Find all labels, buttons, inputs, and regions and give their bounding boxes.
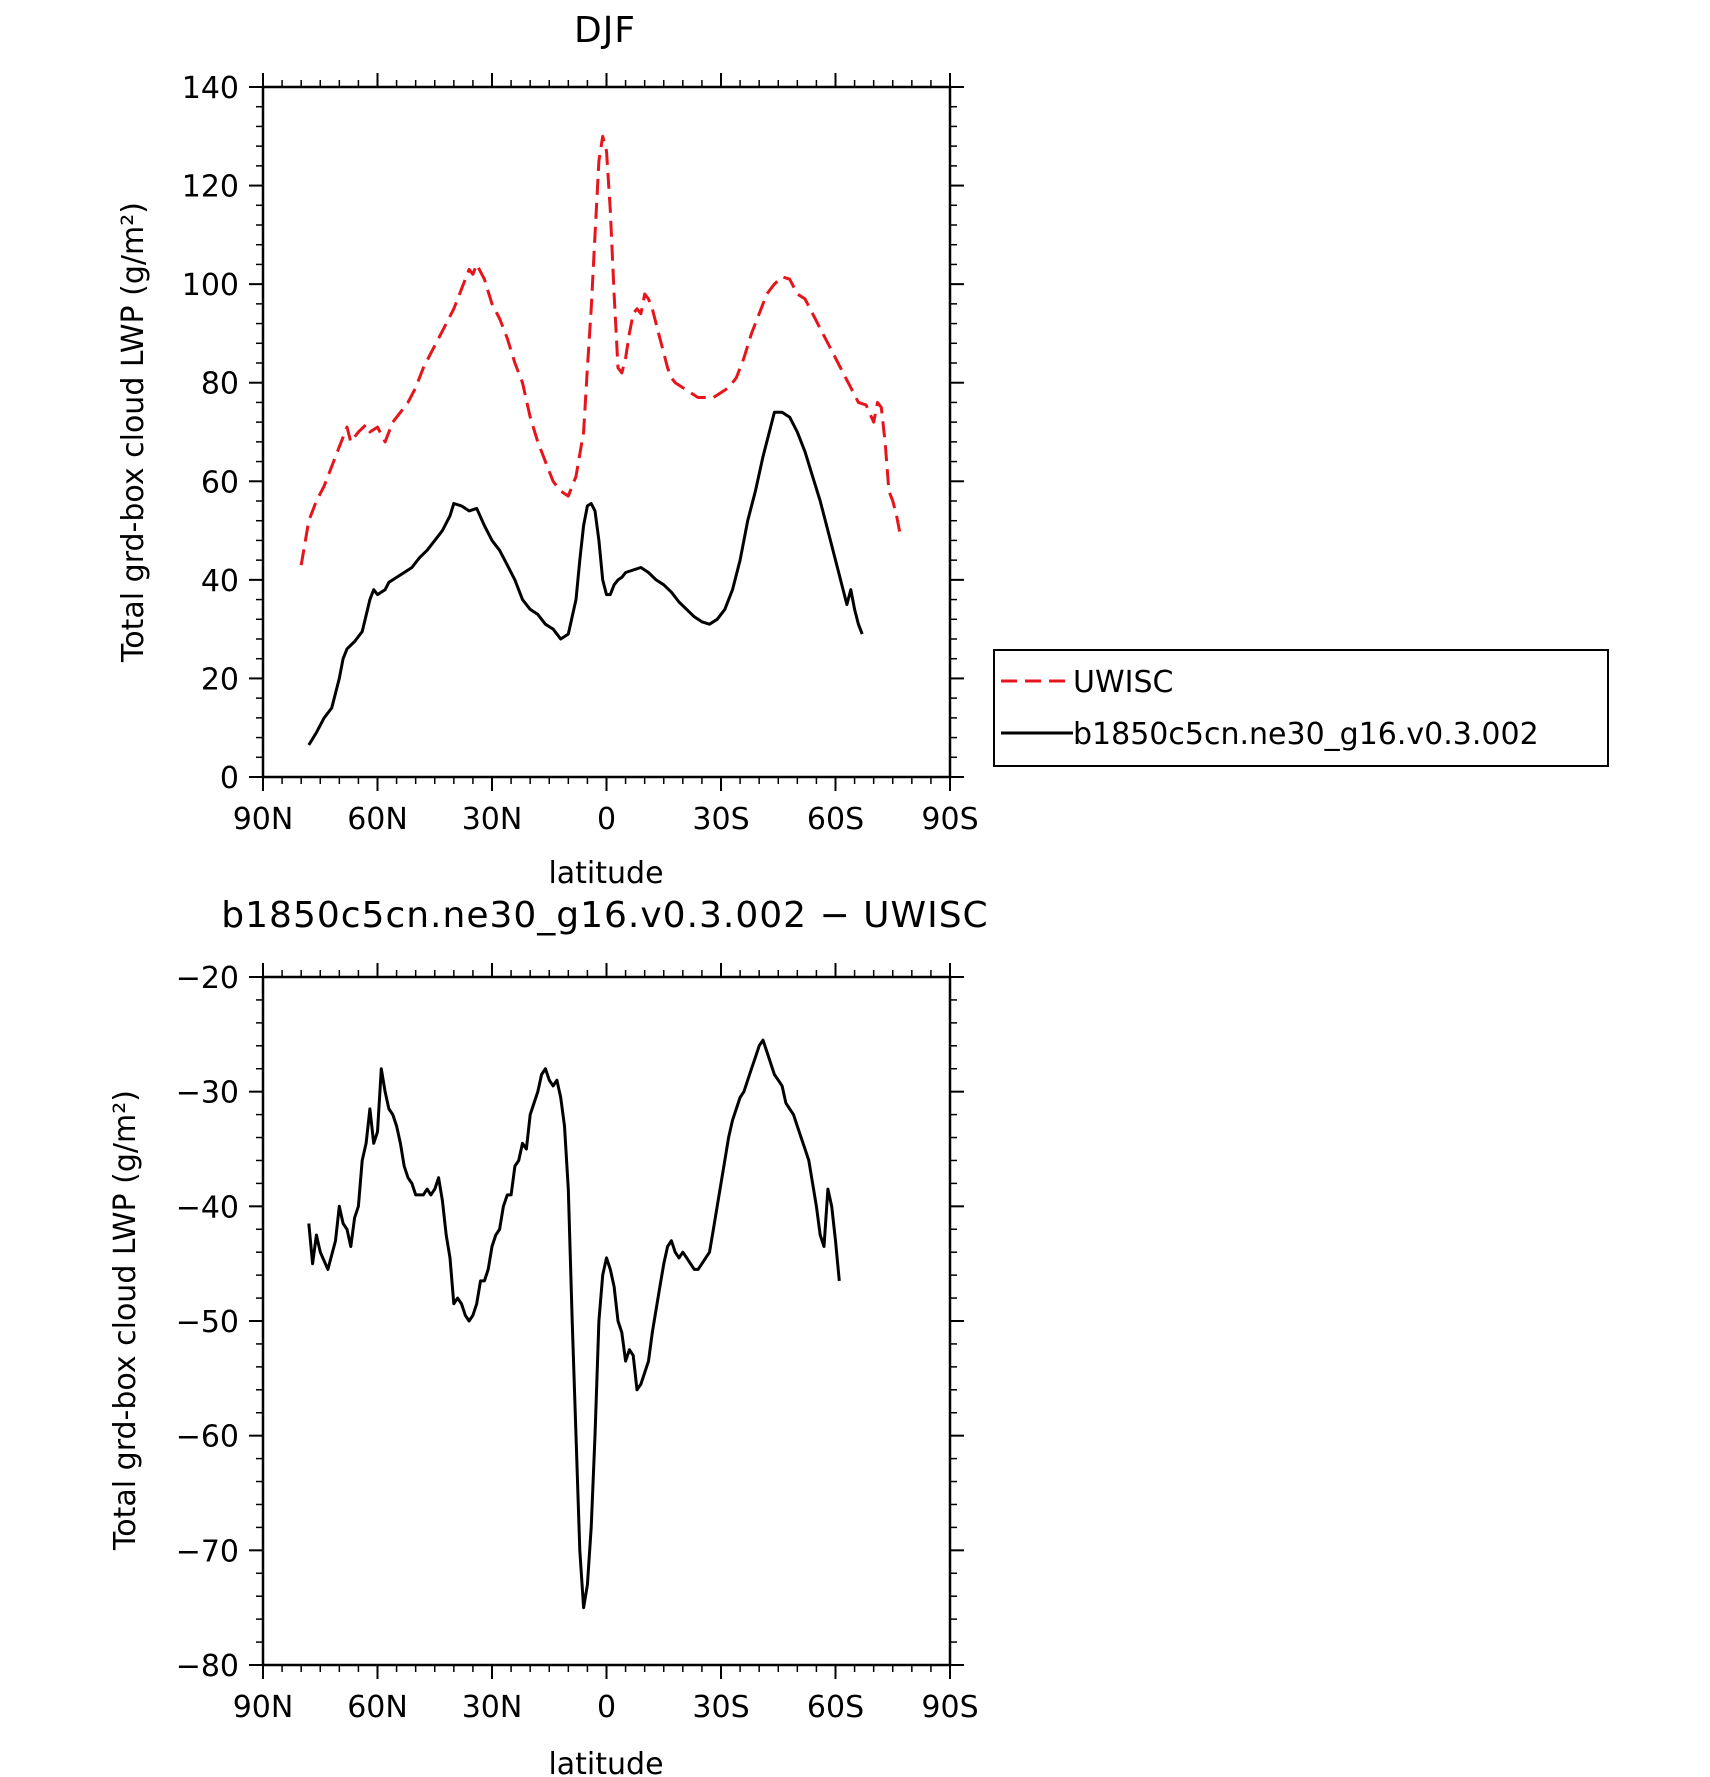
bottom-x-tick-label: 90N: [233, 1690, 294, 1725]
top-axis-ticks: 90N 60N 30N 0 30S 60S 90S 0 20 40 60 80 100 120 140: [182, 71, 979, 837]
top-y-tick-label: 120: [182, 170, 239, 205]
bottom-chart-title: b1850c5cn.ne30_g16.v0.3.002 − UWISC: [221, 895, 988, 936]
top-x-tick-label: 60N: [347, 802, 408, 837]
bottom-y-tick-label: −60: [176, 1420, 239, 1455]
bottom-chart: b1850c5cn.ne30_g16.v0.3.002 − UWISC 90N 6…: [108, 895, 988, 1777]
bottom-y-tick-label: −20: [176, 961, 239, 996]
top-x-tick-label: 90N: [233, 802, 294, 837]
top-plot-frame: [261, 85, 952, 779]
top-x-tick-label: 30S: [692, 802, 749, 837]
top-y-tick-label: 0: [220, 761, 239, 796]
bottom-x-axis-label: latitude: [548, 1747, 663, 1777]
top-y-tick-label: 60: [201, 465, 239, 500]
bottom-x-tick-label: 60S: [807, 1690, 864, 1725]
top-y-tick-label: 100: [182, 268, 239, 303]
bottom-series-group: [307, 1038, 841, 1610]
bottom-y-tick-label: −30: [176, 1076, 239, 1111]
bottom-y-tick-label: −70: [176, 1534, 239, 1569]
bottom-x-tick-label: 0: [597, 1690, 616, 1725]
top-series-line-0: [299, 134, 902, 566]
legend-label-model: b1850c5cn.ne30_g16.v0.3.002: [1073, 717, 1539, 752]
top-chart: DJF 90N 60N 30N 0 30S 60S 90S 0 20 40 60 80 100 120 14…: [116, 10, 979, 891]
top-x-tick-label: 60S: [807, 802, 864, 837]
bottom-y-tick-label: −80: [176, 1649, 239, 1684]
top-series-line-1: [307, 410, 864, 746]
top-y-axis-label: Total grd-box cloud LWP (g/m²): [116, 202, 151, 663]
legend-label-uwisc: UWISC: [1073, 665, 1173, 700]
top-series-group: [299, 134, 902, 746]
legend-box: [993, 649, 1609, 767]
top-chart-title: DJF: [574, 10, 636, 51]
bottom-y-tick-label: −50: [176, 1305, 239, 1340]
top-x-axis-label: latitude: [548, 856, 663, 891]
bottom-plot-frame: [261, 975, 952, 1667]
bottom-series-line-0: [307, 1038, 841, 1610]
bottom-x-tick-label: 90S: [921, 1690, 978, 1725]
top-y-tick-label: 40: [201, 564, 239, 599]
bottom-x-tick-label: 30N: [462, 1690, 523, 1725]
bottom-y-axis-label: Total grd-box cloud LWP (g/m²): [108, 1090, 143, 1551]
top-y-tick-label: 80: [201, 367, 239, 402]
bottom-axis-ticks: 90N 60N 30N 0 30S 60S 90S −80 −70 −60 −50 −40 −30 −20: [176, 961, 979, 1725]
bottom-y-tick-label: −40: [176, 1190, 239, 1225]
bottom-x-tick-label: 30S: [692, 1690, 749, 1725]
top-y-tick-label: 140: [182, 71, 239, 106]
top-x-tick-label: 0: [597, 802, 616, 837]
top-x-tick-label: 90S: [921, 802, 978, 837]
top-x-tick-label: 30N: [462, 802, 523, 837]
top-y-tick-label: 20: [201, 662, 239, 697]
bottom-x-tick-label: 60N: [347, 1690, 408, 1725]
legend: UWISC b1850c5cn.ne30_g16.v0.3.002: [993, 649, 1609, 767]
